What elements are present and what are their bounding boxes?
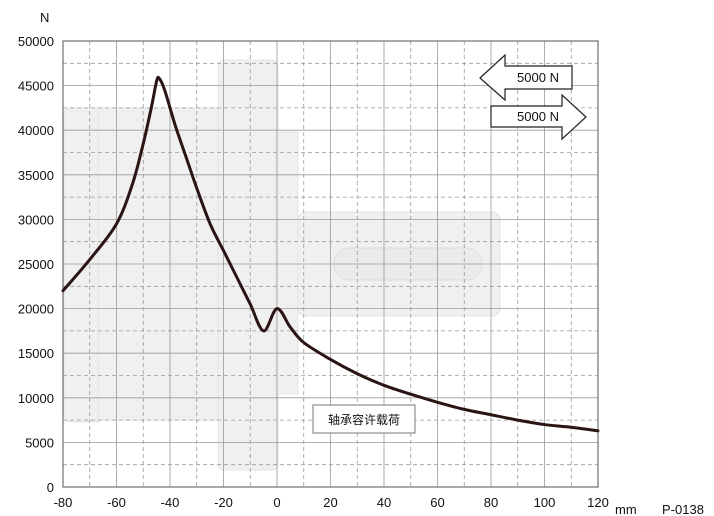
right-arrow: 5000 N [490, 93, 587, 141]
y-tick-label: 5000 [25, 435, 54, 450]
series-line [61, 75, 600, 433]
curve-label: 轴承容许载荷 [312, 404, 416, 434]
y-tick-label: 35000 [18, 168, 54, 183]
y-axis-ticks: 0 5000 10000 15000 20000 25000 30000 35000 40000… [18, 34, 54, 495]
background-product-illustration [63, 59, 501, 471]
y-tick-label: 20000 [18, 302, 54, 317]
left-arrow: 5000 N [479, 53, 573, 102]
y-axis-label: N [40, 10, 49, 25]
x-tick-label: -40 [161, 495, 180, 510]
x-tick-label: 20 [323, 495, 337, 510]
x-axis-ticks: -80 -60 -40 -20 0 20 40 60 80 100 120 [54, 495, 609, 510]
x-tick-label: 100 [534, 495, 556, 510]
y-tick-label: 15000 [18, 346, 54, 361]
x-axis-label: mm [615, 502, 637, 516]
y-tick-label: 50000 [18, 34, 54, 49]
x-tick-label: -80 [54, 495, 73, 510]
x-tick-label: 40 [377, 495, 391, 510]
x-tick-label: 60 [430, 495, 444, 510]
y-tick-label: 25000 [18, 257, 54, 272]
figure-code: P-0138 [662, 502, 704, 516]
y-tick-label: 0 [47, 480, 54, 495]
y-tick-label: 45000 [18, 79, 54, 94]
x-tick-label: -60 [107, 495, 126, 510]
series-group [61, 75, 600, 433]
curve-label-text: 轴承容许载荷 [328, 412, 400, 427]
x-tick-label: 80 [484, 495, 498, 510]
y-tick-label: 40000 [18, 123, 54, 138]
y-tick-label: 30000 [18, 212, 54, 227]
x-tick-label: 0 [273, 495, 280, 510]
y-tick-label: 10000 [18, 391, 54, 406]
left-arrow-label: 5000 N [517, 70, 559, 85]
x-tick-label: 120 [587, 495, 609, 510]
plot-frame [62, 40, 599, 488]
right-arrow-label: 5000 N [517, 109, 559, 124]
x-tick-label: -20 [214, 495, 233, 510]
